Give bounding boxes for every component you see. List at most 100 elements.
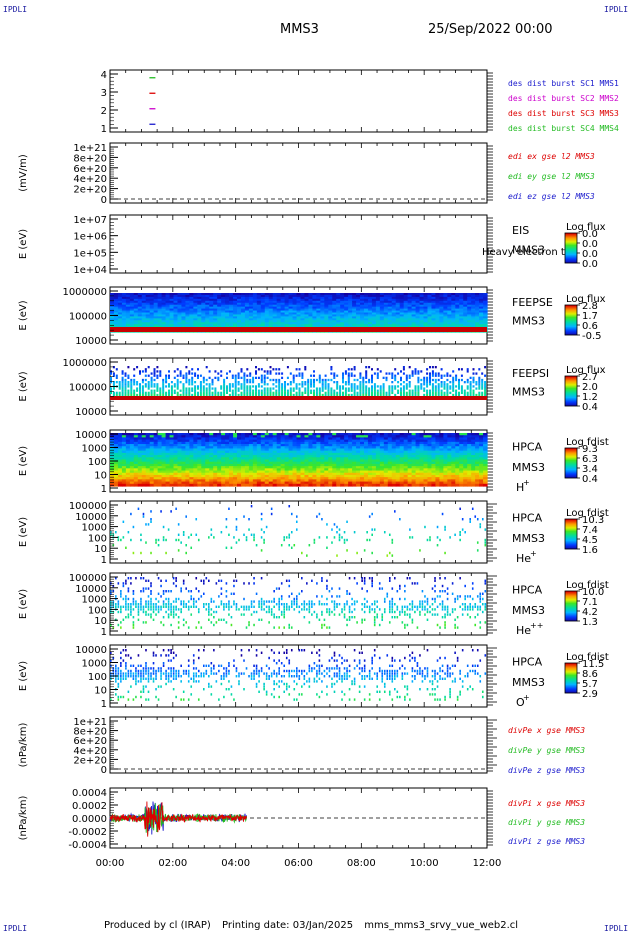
hpca-h-y-tick-label: 10 bbox=[94, 471, 107, 482]
right-tick-comb-divpe bbox=[109, 717, 497, 773]
divpi-series-1 bbox=[109, 803, 247, 835]
hpca-he-y-tick-label: 100 bbox=[88, 533, 107, 544]
edi-y-tick-label: 1e+21 bbox=[73, 143, 107, 154]
time-axis-label: 00:00 bbox=[96, 858, 125, 869]
hpca-h-spectrogram bbox=[110, 433, 488, 487]
hpca-h-y-tick-label: 10000 bbox=[75, 430, 107, 441]
right-tick-comb-eis bbox=[109, 215, 493, 273]
hpca-o-colorbar-tick-label: 8.6 bbox=[582, 669, 598, 680]
header-mission: MMS3 bbox=[280, 22, 319, 37]
edi-y-tick-label: 6e+20 bbox=[73, 164, 107, 175]
hpca-h-colorbar-tick-label: 6.3 bbox=[582, 454, 598, 465]
divpe-y-tick-label: 4e+20 bbox=[73, 746, 107, 757]
hpca-he-colorbar-title: Log fdist bbox=[566, 508, 609, 519]
time-axis-label: 08:00 bbox=[347, 858, 376, 869]
hpca-o-spectrogram bbox=[110, 649, 487, 701]
eis-ylabel: E (eV) bbox=[18, 229, 29, 259]
hpca-h-species: H bbox=[516, 481, 524, 494]
divpe-y-tick-label: 1e+21 bbox=[73, 717, 107, 728]
divpi-legend-1: divPi y gse MMS3 bbox=[508, 818, 585, 827]
hpca-hepp-spacecraft: MMS3 bbox=[512, 604, 545, 617]
divpi-series-2 bbox=[109, 801, 247, 837]
right-tick-comb-hpca_he bbox=[109, 501, 497, 563]
hpca-he-spacecraft: MMS3 bbox=[512, 532, 545, 545]
eis-y-tick-label: 1e+06 bbox=[73, 232, 107, 243]
hpca-he-colorbar-tick-label: 1.6 bbox=[582, 545, 598, 556]
hpca-he-colorbar-tick-label: 4.5 bbox=[582, 535, 598, 546]
hpca-h-y-tick-label: 1000 bbox=[82, 444, 107, 455]
burst-legend-3: des dist burst SC4 MMS4 bbox=[508, 124, 619, 133]
edi-y-tick-label: 8e+20 bbox=[73, 153, 107, 164]
burst-y-tick-label: 2 bbox=[101, 106, 107, 117]
right-tick-comb-hpca_h bbox=[109, 430, 493, 492]
hpca-hepp-instrument: HPCA bbox=[512, 583, 543, 596]
hpca-hepp-colorbar-tick-label: 1.3 bbox=[582, 617, 598, 628]
edi-legend-1: edi ey gse l2 MMS3 bbox=[508, 172, 595, 181]
corner-label-top-left: IPDLI bbox=[3, 5, 28, 14]
hpca-h-ylabel: E (eV) bbox=[18, 446, 29, 476]
hpca-o-colorbar-tick-label: 2.9 bbox=[582, 689, 598, 700]
hpca-h-y-tick-label: 100 bbox=[88, 457, 107, 468]
divpi-y-tick-label: 0.0000 bbox=[72, 814, 107, 825]
divpi-y-tick-label: -0.0004 bbox=[68, 840, 107, 851]
hpca-he-charge: + bbox=[530, 549, 537, 558]
hpca-h-charge: + bbox=[523, 478, 530, 487]
divpi-legend-0: divPi x gse MMS3 bbox=[508, 799, 585, 808]
hpca-hepp-colorbar-tick-label: 4.2 bbox=[582, 607, 598, 618]
hpca-h-spacecraft: MMS3 bbox=[512, 461, 545, 474]
right-tick-comb-edi bbox=[109, 143, 493, 203]
hpca-o-ylabel: E (eV) bbox=[18, 661, 29, 691]
feepse-spacecraft: MMS3 bbox=[512, 315, 545, 328]
divpi-y-tick-label: 0.0002 bbox=[72, 801, 107, 812]
divpe-y-tick-label: 6e+20 bbox=[73, 736, 107, 747]
feepse-instrument: FEEPSE bbox=[512, 296, 553, 309]
hpca-he-ylabel: E (eV) bbox=[18, 517, 29, 547]
hpca-o-instrument: HPCA bbox=[512, 655, 543, 668]
hpca-he-instrument: HPCA bbox=[512, 511, 543, 524]
hpca-hepp-species: He bbox=[516, 624, 531, 637]
hpca-hepp-colorbar bbox=[564, 590, 580, 622]
burst-y-tick-label: 1 bbox=[101, 124, 107, 135]
feepse-colorbar-tick-label: 0.6 bbox=[582, 321, 598, 332]
hpca-he-y-tick-label: 10000 bbox=[75, 512, 107, 523]
divpe-legend-2: divPe z gse MMS3 bbox=[508, 766, 585, 775]
hpca-he-colorbar-tick-label: 10.3 bbox=[582, 515, 604, 526]
eis-colorbar-tick-label: 0.0 bbox=[582, 239, 598, 250]
hpca-he-colorbar-tick-label: 7.4 bbox=[582, 525, 598, 536]
feepsi-colorbar-tick-label: 1.2 bbox=[582, 392, 598, 403]
time-axis-label: 06:00 bbox=[284, 858, 313, 869]
divpe-ylabel: (nPa/km) bbox=[18, 723, 29, 768]
header-date: 25/Sep/2022 00:00 bbox=[428, 22, 553, 37]
hpca-h-instrument: HPCA bbox=[512, 440, 543, 453]
hpca-he-y-tick-label: 10 bbox=[94, 544, 107, 555]
right-tick-comb-hpca_hepp bbox=[109, 573, 497, 635]
hpca-he-spectrogram bbox=[110, 505, 487, 557]
feepsi-spectrogram bbox=[110, 366, 487, 400]
hpca-o-charge: + bbox=[523, 693, 530, 702]
feepsi-ylabel: E (eV) bbox=[18, 371, 29, 401]
footer-producer: Produced by cl (IRAP) bbox=[104, 920, 211, 931]
eis-spacecraft: MMS3 bbox=[512, 243, 545, 256]
hpca-o-colorbar bbox=[564, 662, 580, 694]
hpca-hepp-y-tick-label: 1000 bbox=[82, 595, 107, 606]
divpi-legend-2: divPi z gse MMS3 bbox=[508, 837, 585, 846]
feepsi-instrument: FEEPSI bbox=[512, 367, 549, 380]
divpe-y-tick-label: 8e+20 bbox=[73, 727, 107, 738]
feepsi-colorbar-tick-label: 2.7 bbox=[582, 372, 598, 383]
corner-label-bottom-right: IPDLI bbox=[604, 924, 629, 933]
feepse-y-tick-label: 10000 bbox=[75, 336, 107, 347]
time-axis-label: 02:00 bbox=[158, 858, 187, 869]
burst-y-tick-label: 3 bbox=[101, 88, 107, 99]
feepse-colorbar-tick-label: 1.7 bbox=[582, 311, 598, 322]
divpe-legend-1: divPe y gse MMS3 bbox=[508, 746, 585, 755]
burst-legend-1: des dist burst SC2 MMS2 bbox=[508, 94, 619, 103]
hpca-he-y-tick-label: 1 bbox=[101, 555, 107, 566]
eis-y-tick-label: 1e+07 bbox=[73, 215, 107, 226]
feepsi-y-tick-label: 10000 bbox=[75, 407, 107, 418]
edi-y-tick-label: 2e+20 bbox=[73, 185, 107, 196]
hpca-he-y-tick-label: 100000 bbox=[69, 501, 107, 512]
corner-label-bottom-left: IPDLI bbox=[3, 924, 28, 933]
eis-colorbar-title: Log flux bbox=[566, 222, 606, 233]
eis-instrument: EIS bbox=[512, 224, 529, 237]
divpe-legend-0: divPe x gse MMS3 bbox=[508, 726, 585, 735]
